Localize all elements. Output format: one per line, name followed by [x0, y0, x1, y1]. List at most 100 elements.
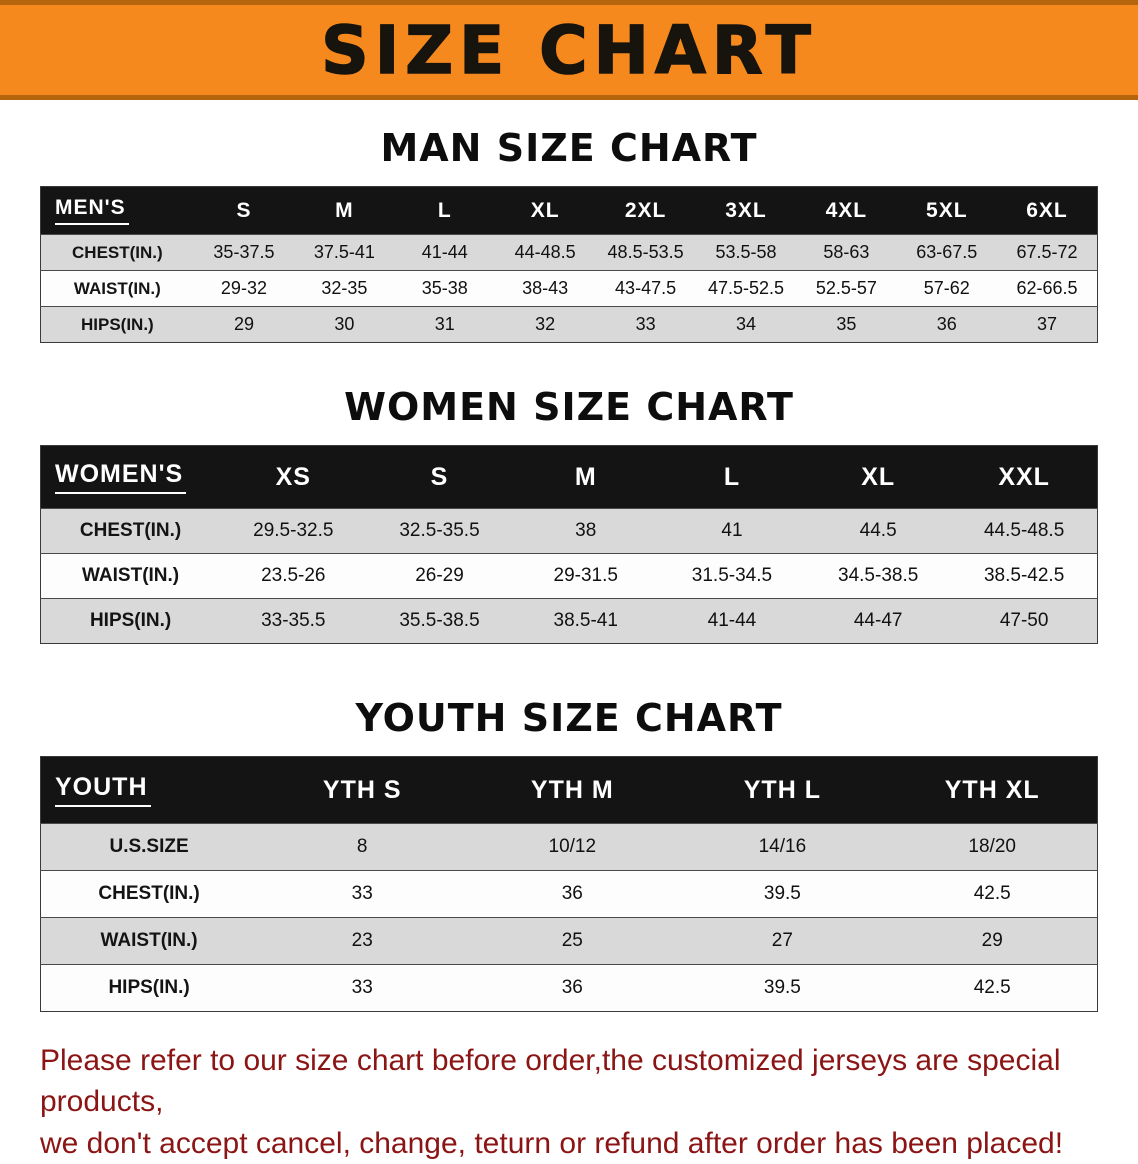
column-header: 2XL — [595, 186, 696, 235]
row-label: HIPS(IN.) — [40, 598, 221, 644]
men-section-title: MAN SIZE CHART — [380, 126, 758, 170]
size-value: 37 — [997, 306, 1098, 343]
size-value: 38 — [512, 508, 659, 554]
size-value: 31.5-34.5 — [658, 553, 806, 599]
column-header: M — [512, 445, 659, 509]
size-value: 36 — [467, 964, 678, 1012]
table-header-row: WOMEN'S XS S M L XL XXL — [40, 445, 1098, 509]
size-value: 44.5-48.5 — [951, 508, 1098, 554]
size-value: 57-62 — [896, 270, 997, 307]
table-row: HIPS(IN.) 33-35.5 35.5-38.5 38.5-41 41-44 44-… — [40, 598, 1098, 644]
row-label: WAIST(IN.) — [40, 270, 194, 307]
size-value: 39.5 — [677, 964, 888, 1012]
table-corner-label: WOMEN'S — [40, 445, 221, 509]
column-header: YTH S — [257, 756, 468, 824]
size-value: 62-66.5 — [997, 270, 1098, 307]
size-value: 35-37.5 — [193, 234, 295, 271]
size-value: 23 — [257, 917, 468, 965]
row-label: U.S.SIZE — [40, 823, 258, 871]
row-label: HIPS(IN.) — [40, 964, 258, 1012]
column-header: YTH M — [467, 756, 678, 824]
table-row: U.S.SIZE 8 10/12 14/16 18/20 — [40, 823, 1098, 871]
size-value: 33 — [595, 306, 696, 343]
size-value: 35 — [796, 306, 897, 343]
column-header: YTH L — [677, 756, 888, 824]
size-value: 44-48.5 — [494, 234, 596, 271]
table-header-row: YOUTH YTH S YTH M YTH L YTH XL — [40, 756, 1098, 824]
youth-size-section: YOUTH SIZE CHART YOUTH YTH S YTH M YTH L YTH… — [0, 696, 1138, 1012]
size-value: 36 — [467, 870, 678, 918]
size-value: 29 — [887, 917, 1098, 965]
column-header: XXL — [951, 445, 1098, 509]
table-row: CHEST(IN.) 29.5-32.5 32.5-35.5 38 41 44.5 44.5… — [40, 508, 1098, 554]
table-row: CHEST(IN.) 35-37.5 37.5-41 41-44 44-48.5 48.5… — [40, 234, 1098, 271]
size-value: 26-29 — [366, 553, 513, 599]
size-value: 29 — [193, 306, 295, 343]
size-value: 32-35 — [294, 270, 395, 307]
size-value: 67.5-72 — [997, 234, 1098, 271]
size-value: 38-43 — [494, 270, 596, 307]
table-row: CHEST(IN.) 33 36 39.5 42.5 — [40, 870, 1098, 918]
size-value: 48.5-53.5 — [595, 234, 696, 271]
size-value: 42.5 — [887, 870, 1098, 918]
table-row: WAIST(IN.) 23.5-26 26-29 29-31.5 31.5-34.5 34… — [40, 553, 1098, 599]
size-value: 31 — [394, 306, 495, 343]
column-header: 5XL — [896, 186, 997, 235]
column-header: M — [294, 186, 395, 235]
size-value: 37.5-41 — [294, 234, 395, 271]
page-title: SIZE CHART — [320, 11, 817, 90]
size-value: 34.5-38.5 — [805, 553, 952, 599]
column-header: L — [658, 445, 806, 509]
column-header: 6XL — [997, 186, 1098, 235]
row-label: HIPS(IN.) — [40, 306, 194, 343]
row-label: CHEST(IN.) — [40, 870, 258, 918]
size-value: 41-44 — [394, 234, 495, 271]
banner: SIZE CHART — [0, 0, 1138, 100]
men-size-section: MAN SIZE CHART MEN'S S M L XL 2XL 3XL 4XL 5XL 6XL… — [0, 126, 1138, 343]
column-header: S — [193, 186, 295, 235]
column-header: XL — [494, 186, 596, 235]
column-header: 4XL — [796, 186, 897, 235]
table-header-row: MEN'S S M L XL 2XL 3XL 4XL 5XL 6XL — [40, 186, 1098, 235]
size-value: 47-50 — [951, 598, 1098, 644]
footer-line-1: Please refer to our size chart before or… — [40, 1044, 1061, 1119]
size-value: 42.5 — [887, 964, 1098, 1012]
size-value: 34 — [695, 306, 797, 343]
column-header: L — [394, 186, 495, 235]
size-value: 29-32 — [193, 270, 295, 307]
youth-section-title: YOUTH SIZE CHART — [355, 696, 783, 740]
size-value: 33 — [257, 964, 468, 1012]
size-value: 41 — [658, 508, 806, 554]
size-value: 32 — [494, 306, 596, 343]
size-value: 25 — [467, 917, 678, 965]
size-value: 63-67.5 — [896, 234, 997, 271]
column-header: YTH XL — [887, 756, 1098, 824]
column-header: 3XL — [695, 186, 797, 235]
size-value: 44-47 — [805, 598, 952, 644]
row-label: WAIST(IN.) — [40, 553, 221, 599]
size-value: 8 — [257, 823, 468, 871]
size-value: 33-35.5 — [220, 598, 367, 644]
women-size-section: WOMEN SIZE CHART WOMEN'S XS S M L XL XXL CHEST(… — [0, 385, 1138, 644]
women-section-title: WOMEN SIZE CHART — [344, 385, 794, 429]
table-row: WAIST(IN.) 23 25 27 29 — [40, 917, 1098, 965]
size-value: 10/12 — [467, 823, 678, 871]
size-value: 47.5-52.5 — [695, 270, 797, 307]
size-value: 36 — [896, 306, 997, 343]
table-row: HIPS(IN.) 29 30 31 32 33 34 35 36 37 — [40, 306, 1098, 343]
size-value: 30 — [294, 306, 395, 343]
table-corner-label: YOUTH — [40, 756, 258, 824]
size-value: 53.5-58 — [695, 234, 797, 271]
size-value: 27 — [677, 917, 888, 965]
size-value: 32.5-35.5 — [366, 508, 513, 554]
row-label: CHEST(IN.) — [40, 234, 194, 271]
column-header: XL — [805, 445, 952, 509]
row-label: CHEST(IN.) — [40, 508, 221, 554]
size-value: 29-31.5 — [512, 553, 659, 599]
table-row: HIPS(IN.) 33 36 39.5 42.5 — [40, 964, 1098, 1012]
size-value: 33 — [257, 870, 468, 918]
size-value: 44.5 — [805, 508, 952, 554]
women-size-table: WOMEN'S XS S M L XL XXL CHEST(IN.) 29.5-32.5 32.5… — [40, 445, 1098, 644]
row-label: WAIST(IN.) — [40, 917, 258, 965]
